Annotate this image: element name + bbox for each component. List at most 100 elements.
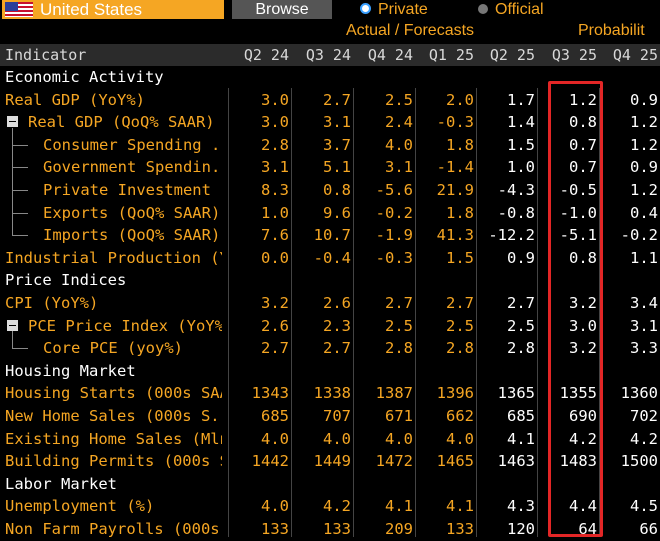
radio-official[interactable]: Official bbox=[478, 0, 544, 19]
value-cell: 4.0 bbox=[446, 429, 474, 448]
value-cell: 1.0 bbox=[261, 203, 289, 222]
collapse-icon[interactable] bbox=[7, 319, 18, 331]
column-divider bbox=[291, 88, 292, 537]
table-row[interactable]: Building Permits (000s S... 1442 1449 1472 1… bbox=[0, 450, 660, 473]
value-cell: 1449 bbox=[313, 452, 351, 471]
value-cell: 4.2 bbox=[323, 497, 351, 516]
country-selector[interactable]: United States bbox=[2, 0, 224, 19]
value-cell: 4.1 bbox=[385, 497, 413, 516]
value-cell: 2.5 bbox=[446, 316, 474, 335]
section-label: Price Indices bbox=[5, 271, 127, 290]
value-cell: 0.8 bbox=[569, 113, 597, 132]
value-cell: 1483 bbox=[559, 452, 597, 471]
column-header-q3-24[interactable]: Q3 24 bbox=[305, 46, 351, 64]
actual-forecasts-heading: Actual / Forecasts bbox=[346, 22, 475, 39]
value-cell: 0.9 bbox=[630, 90, 658, 109]
table-header: Indicator Q2 24 Q3 24 Q4 24 Q1 25 Q2 25 Q3 25… bbox=[0, 44, 660, 66]
value-cell: 2.7 bbox=[323, 339, 351, 358]
browse-button[interactable]: Browse bbox=[232, 0, 332, 19]
value-cell: 2.6 bbox=[261, 316, 289, 335]
value-cell: 0.7 bbox=[569, 158, 597, 177]
indicator-label: Housing Starts (000s SAA... bbox=[5, 384, 222, 403]
value-cell: 1.2 bbox=[630, 135, 658, 154]
indicator-label: Building Permits (000s S... bbox=[5, 452, 222, 471]
value-cell: 1396 bbox=[436, 384, 474, 403]
value-cell: 4.0 bbox=[261, 429, 289, 448]
table-row[interactable]: Private Investment ... 8.3 0.8 -5.6 21.9 -4.3… bbox=[0, 173, 660, 202]
value-cell: 1.4 bbox=[507, 113, 535, 132]
table-row[interactable]: Housing Starts (000s SAA... 1343 1338 1387 1… bbox=[0, 382, 660, 405]
column-divider bbox=[415, 88, 416, 537]
section-label: Economic Activity bbox=[5, 68, 164, 86]
column-header-q4-25[interactable]: Q4 25 bbox=[612, 46, 658, 64]
value-cell: 3.2 bbox=[261, 294, 289, 312]
value-cell: 2.7 bbox=[323, 90, 351, 109]
value-cell: 3.0 bbox=[261, 90, 289, 109]
indicator-header[interactable]: Indicator bbox=[5, 46, 87, 64]
section-header: Labor Market bbox=[0, 473, 660, 496]
table-row[interactable]: Industrial Production (Yo... 0.0 -0.4 -0.3 1… bbox=[0, 247, 660, 270]
value-cell: 3.1 bbox=[385, 158, 413, 177]
table-row[interactable]: Core PCE (yoy%) 2.7 2.7 2.8 2.8 2.8 3.2 3.3 bbox=[0, 331, 660, 360]
value-cell: 1360 bbox=[620, 384, 658, 403]
table-row[interactable]: Exports (QoQ% SAAR) 1.0 9.6 -0.2 1.8 -0.8 -1.0… bbox=[0, 195, 660, 225]
value-cell: 0.9 bbox=[507, 248, 535, 267]
table-row[interactable]: Imports (QoQ% SAAR) 7.6 10.7 -1.9 41.3 -12.2 -… bbox=[0, 218, 660, 247]
section-header: Economic Activity bbox=[0, 66, 660, 89]
indicator-label: Non Farm Payrolls (000s... bbox=[5, 520, 222, 538]
value-cell: 1387 bbox=[375, 384, 413, 403]
table-row[interactable]: Real GDP (YoY%) 3.0 2.7 2.5 2.0 1.7 1.2 0.9 bbox=[0, 89, 660, 112]
column-divider bbox=[228, 88, 229, 537]
column-header-q2-25[interactable]: Q2 25 bbox=[489, 46, 535, 64]
value-cell: 2.8 bbox=[446, 339, 474, 358]
value-cell: 4.1 bbox=[446, 497, 474, 516]
tree-connector bbox=[12, 173, 28, 191]
column-header-q4-24[interactable]: Q4 24 bbox=[367, 46, 413, 64]
section-header: Price Indices bbox=[0, 269, 660, 292]
table-row[interactable]: Government Spendin... 3.1 5.1 3.1 -1.4 1.0 0.7… bbox=[0, 150, 660, 180]
table-row[interactable]: Consumer Spending ... 2.8 3.7 4.0 1.8 1.5 0.7 1… bbox=[0, 127, 660, 157]
value-cell: 2.7 bbox=[385, 294, 413, 312]
value-cell: 3.1 bbox=[630, 316, 658, 335]
table-row[interactable]: PCE Price Index (YoY%) 2.6 2.3 2.5 2.5 2.5 3.0… bbox=[0, 315, 660, 338]
indicator-label: Industrial Production (Yo... bbox=[5, 248, 222, 267]
table-row[interactable]: New Home Sales (000s S... 685 707 671 662 685… bbox=[0, 405, 660, 428]
value-cell: 2.8 bbox=[507, 339, 535, 358]
value-cell: 133 bbox=[323, 520, 351, 538]
value-cell: 7.6 bbox=[261, 226, 289, 245]
value-cell: 2.4 bbox=[385, 113, 413, 132]
value-cell: 2.5 bbox=[507, 316, 535, 335]
value-cell: 2.0 bbox=[446, 90, 474, 109]
value-cell: 1365 bbox=[497, 384, 535, 403]
value-cell: 685 bbox=[507, 407, 535, 425]
value-cell: 1.2 bbox=[569, 90, 597, 109]
indicator-label: Exports (QoQ% SAAR) bbox=[43, 203, 221, 222]
country-name: United States bbox=[40, 0, 143, 19]
indicator-label: Consumer Spending ... bbox=[43, 135, 222, 154]
table-row[interactable]: Existing Home Sales (Mln... 4.0 4.0 4.0 4.0 4… bbox=[0, 428, 660, 451]
column-header-q3-25[interactable]: Q3 25 bbox=[551, 46, 597, 64]
value-cell: 1.8 bbox=[446, 135, 474, 154]
section-label: Housing Market bbox=[5, 361, 136, 380]
column-divider bbox=[476, 88, 477, 537]
value-cell: 671 bbox=[385, 407, 413, 425]
value-cell: -1.4 bbox=[436, 158, 474, 177]
tree-connector bbox=[12, 195, 28, 214]
indicator-label: Real GDP (QoQ% SAAR) bbox=[28, 113, 215, 132]
radio-private[interactable]: Private bbox=[360, 0, 428, 19]
column-header-q2-24[interactable]: Q2 24 bbox=[243, 46, 289, 64]
value-cell: 2.8 bbox=[385, 339, 413, 358]
value-cell: 1.2 bbox=[630, 181, 658, 199]
table-row[interactable]: Unemployment (%) 4.0 4.2 4.1 4.1 4.3 4.4 4.5 bbox=[0, 495, 660, 518]
column-header-q1-25[interactable]: Q1 25 bbox=[428, 46, 474, 64]
table-row[interactable]: Real GDP (QoQ% SAAR) 3.0 3.1 2.4 -0.3 1.4 0.8 1… bbox=[0, 111, 660, 134]
value-cell: 21.9 bbox=[436, 181, 474, 199]
value-cell: -0.3 bbox=[375, 248, 413, 267]
value-cell: -0.8 bbox=[497, 203, 535, 222]
value-cell: 3.1 bbox=[323, 113, 351, 132]
collapse-icon[interactable] bbox=[7, 116, 18, 128]
value-cell: 4.2 bbox=[630, 429, 658, 448]
table-row[interactable]: CPI (YoY%) 3.2 2.6 2.7 2.7 2.7 3.2 3.4 bbox=[0, 292, 660, 315]
table-row[interactable]: Non Farm Payrolls (000s... 133 133 209 133 12… bbox=[0, 518, 660, 541]
indicator-label: Core PCE (yoy%) bbox=[43, 339, 183, 358]
